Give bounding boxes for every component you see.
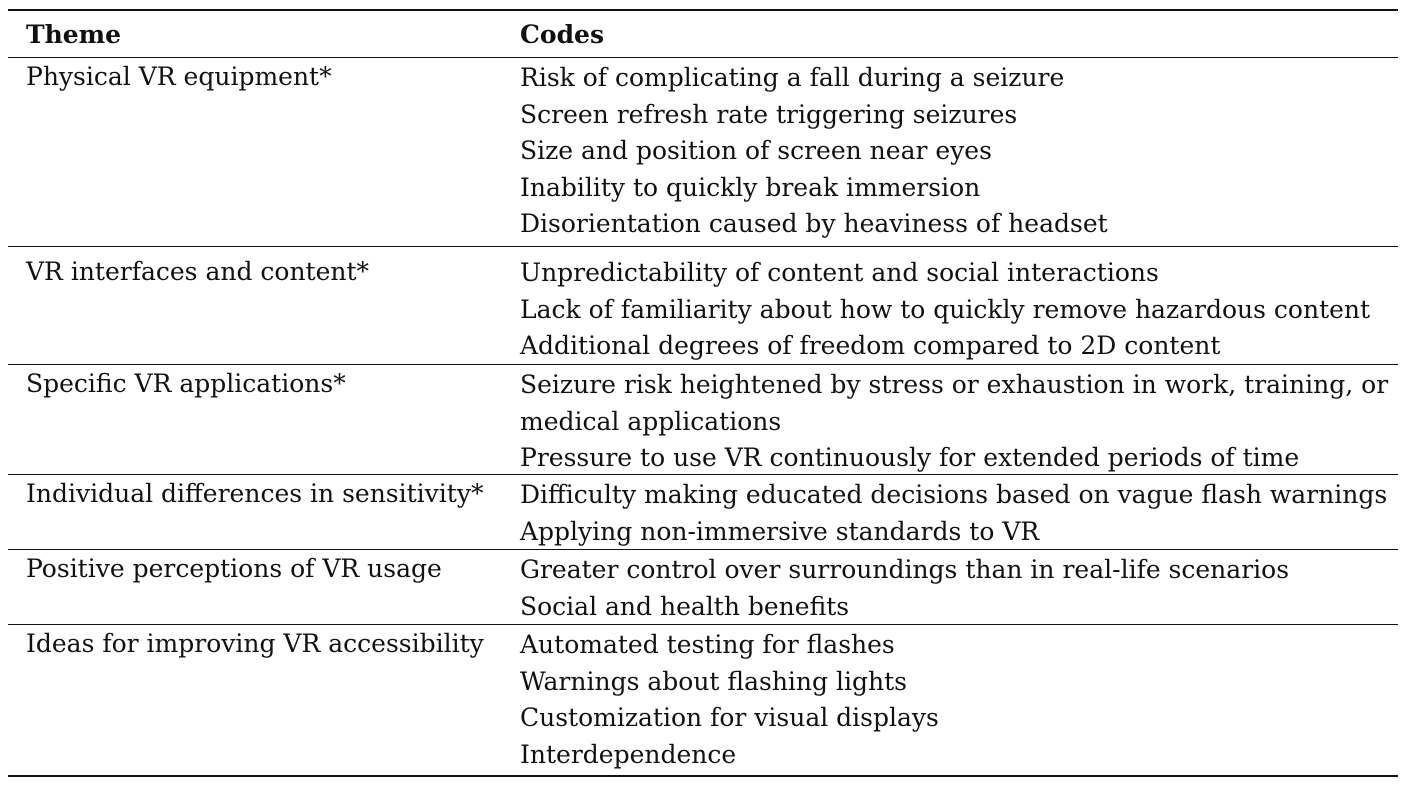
code-item: Lack of familiarity about how to quickly… [520, 294, 1371, 324]
row-rule [8, 246, 1398, 247]
theme-cell: Physical VR equipment* [26, 62, 332, 91]
theme-cell: Specific VR applications* [26, 369, 346, 398]
codes-cell: Difficulty making educated decisions bas… [514, 475, 1398, 549]
codes-cell: Automated testing for flashes Warnings a… [514, 625, 1398, 775]
table-row: Individual differences in sensitivity* D… [8, 475, 1398, 549]
row-rule [8, 549, 1398, 550]
code-item: Pressure to use VR continuously for exte… [520, 443, 1300, 472]
code-item: Social and health benefits [520, 591, 850, 621]
theme-cell: Positive perceptions of VR usage [26, 554, 442, 583]
code-item: Automated testing for flashes [520, 630, 895, 659]
theme-cell: VR interfaces and content* [26, 257, 370, 286]
theme-cell: Individual differences in sensitivity* [26, 479, 484, 508]
codes-cell: Greater control over surroundings than i… [514, 550, 1398, 624]
codes-cell: Unpredictability of content and social i… [514, 247, 1398, 364]
code-item: Size and position of screen near eyes [520, 136, 992, 165]
bottom-rule [8, 775, 1398, 777]
themes-codes-table: Theme Codes Physical VR equipment* Risk … [8, 9, 1398, 777]
top-rule [8, 9, 1398, 11]
table-row: Specific VR applications* Seizure risk h… [8, 365, 1398, 474]
codes-cell: Risk of complicating a fall during a sei… [514, 58, 1398, 246]
code-item: Applying non-immersive standards to VR [520, 516, 1040, 546]
table-row: Ideas for improving VR accessibility Aut… [8, 625, 1398, 775]
code-item: Screen refresh rate triggering seizures [520, 99, 1018, 129]
code-item: Customization for visual displays [520, 703, 939, 732]
table-row: Positive perceptions of VR usage Greater… [8, 550, 1398, 624]
table-row: VR interfaces and content* Unpredictabil… [8, 247, 1398, 364]
code-item: Inability to quickly break immersion [520, 172, 981, 202]
header-rule [8, 57, 1398, 58]
code-item: Unpredictability of content and social i… [520, 258, 1159, 287]
code-item: Greater control over surroundings than i… [520, 555, 1290, 584]
row-rule [8, 364, 1398, 365]
row-rule [8, 624, 1398, 625]
theme-cell: Ideas for improving VR accessibility [26, 629, 484, 658]
code-item: Interdependence [520, 739, 737, 769]
code-item: medical applications [520, 406, 782, 436]
code-item: Difficulty making educated decisions bas… [520, 480, 1388, 509]
code-item: Warnings about flashing lights [520, 666, 907, 696]
table-header: Theme Codes [8, 11, 1398, 57]
header-codes: Codes [520, 19, 605, 49]
table-row: Physical VR equipment* Risk of complicat… [8, 58, 1398, 246]
header-theme: Theme [26, 19, 122, 49]
row-rule [8, 474, 1398, 475]
code-item: Risk of complicating a fall during a sei… [520, 63, 1065, 92]
code-item: Seizure risk heightened by stress or exh… [520, 370, 1389, 399]
code-item: Additional degrees of freedom compared t… [520, 331, 1221, 360]
code-item: Disorientation caused by heaviness of he… [520, 209, 1108, 238]
codes-cell: Seizure risk heightened by stress or exh… [514, 365, 1398, 474]
